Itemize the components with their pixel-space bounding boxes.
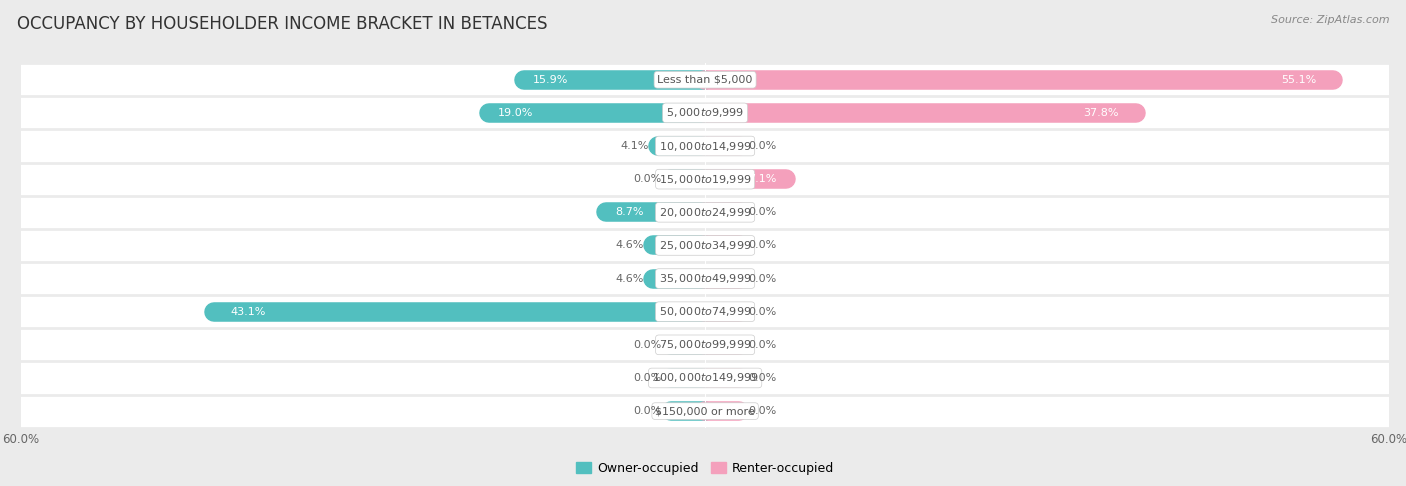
Bar [671,171,706,188]
Bar [706,204,740,221]
Bar [706,270,740,287]
Bar [21,362,1389,395]
Text: 0.0%: 0.0% [634,406,662,416]
Bar [652,270,706,287]
Text: 0.0%: 0.0% [748,274,776,283]
Bar [524,71,706,88]
Bar [671,336,706,353]
Bar [21,63,1389,96]
Text: 0.0%: 0.0% [748,340,776,350]
Bar [706,237,740,254]
Legend: Owner-occupied, Renter-occupied: Owner-occupied, Renter-occupied [571,457,839,480]
Text: $100,000 to $149,999: $100,000 to $149,999 [652,371,758,384]
Text: 55.1%: 55.1% [1281,75,1316,85]
Text: 4.1%: 4.1% [621,141,650,151]
Bar [21,295,1389,328]
Bar [21,328,1389,362]
Bar [214,303,706,320]
Text: 0.0%: 0.0% [634,373,662,383]
Bar [706,138,740,155]
Text: 0.0%: 0.0% [748,406,776,416]
Text: $50,000 to $74,999: $50,000 to $74,999 [659,305,751,318]
Bar [21,395,1389,428]
Bar [21,129,1389,163]
Text: Source: ZipAtlas.com: Source: ZipAtlas.com [1271,15,1389,25]
Text: 37.8%: 37.8% [1084,108,1119,118]
Bar [706,71,1333,88]
Bar [606,204,706,221]
Text: $35,000 to $49,999: $35,000 to $49,999 [659,272,751,285]
Text: 8.7%: 8.7% [614,208,644,217]
Bar [706,402,740,420]
Text: $20,000 to $24,999: $20,000 to $24,999 [659,206,751,219]
Text: $15,000 to $19,999: $15,000 to $19,999 [659,173,751,186]
Bar [706,303,740,320]
Bar [21,262,1389,295]
Text: $75,000 to $99,999: $75,000 to $99,999 [659,338,751,351]
Text: 19.0%: 19.0% [498,108,533,118]
Text: 0.0%: 0.0% [748,141,776,151]
Bar [706,171,786,188]
Bar [671,369,706,386]
Text: 43.1%: 43.1% [231,307,266,317]
Text: 0.0%: 0.0% [748,208,776,217]
Text: OCCUPANCY BY HOUSEHOLDER INCOME BRACKET IN BETANCES: OCCUPANCY BY HOUSEHOLDER INCOME BRACKET … [17,15,547,33]
Bar [706,336,740,353]
Text: 0.0%: 0.0% [748,373,776,383]
Text: 4.6%: 4.6% [616,241,644,250]
Bar [658,138,706,155]
Bar [706,369,740,386]
Bar [21,229,1389,262]
Text: $10,000 to $14,999: $10,000 to $14,999 [659,139,751,153]
Bar [21,196,1389,229]
Text: $150,000 or more: $150,000 or more [655,406,755,416]
Bar [706,104,1136,122]
Text: $25,000 to $34,999: $25,000 to $34,999 [659,239,751,252]
Text: 15.9%: 15.9% [533,75,568,85]
Text: 4.6%: 4.6% [616,274,644,283]
Text: 0.0%: 0.0% [748,307,776,317]
Text: 0.0%: 0.0% [634,340,662,350]
Text: $5,000 to $9,999: $5,000 to $9,999 [666,106,744,120]
Text: Less than $5,000: Less than $5,000 [658,75,752,85]
Bar [488,104,706,122]
Bar [21,96,1389,129]
Text: 0.0%: 0.0% [634,174,662,184]
Bar [652,237,706,254]
Text: 0.0%: 0.0% [748,241,776,250]
Bar [671,402,706,420]
Text: 7.1%: 7.1% [748,174,778,184]
Bar [21,163,1389,196]
